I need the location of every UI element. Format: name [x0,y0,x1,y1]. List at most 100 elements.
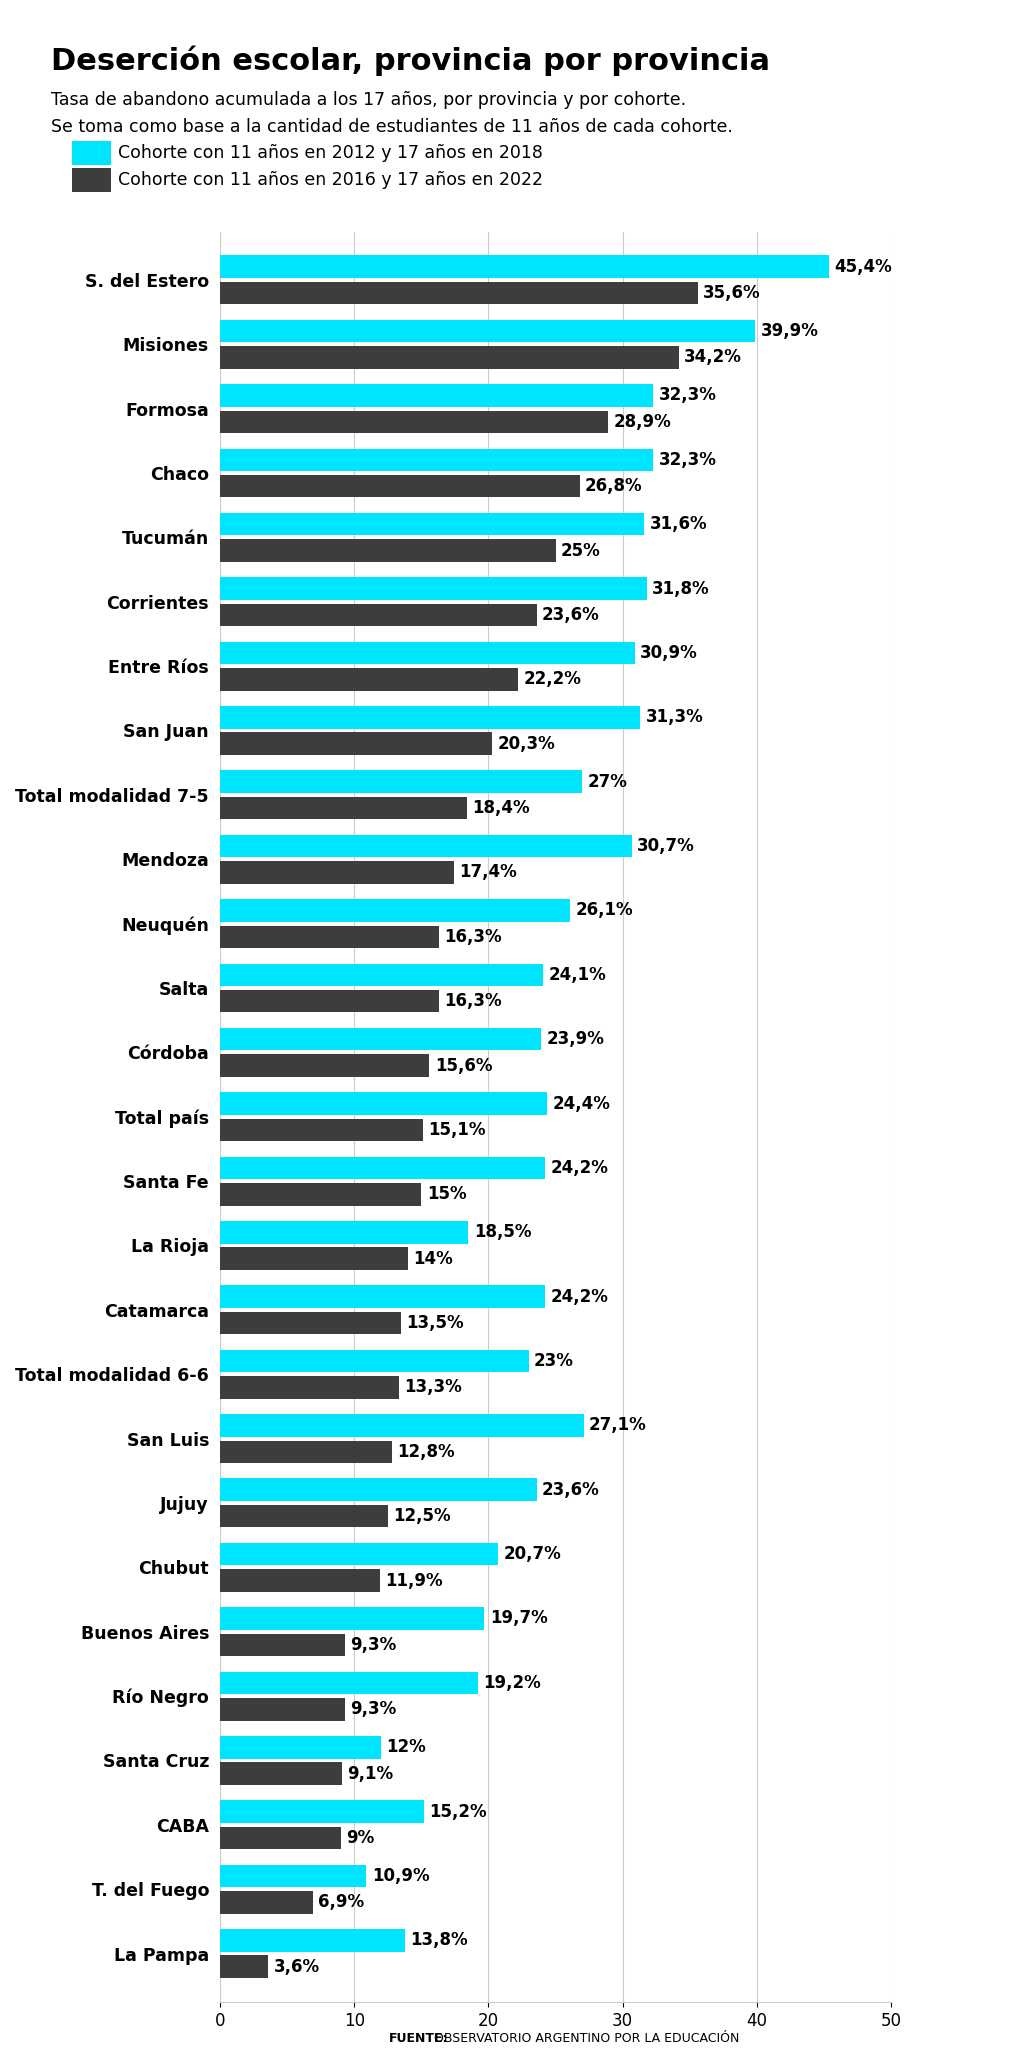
Text: 20,7%: 20,7% [503,1545,561,1563]
Text: 9,3%: 9,3% [350,1636,396,1654]
Bar [220,577,647,600]
Text: 14%: 14% [414,1249,453,1268]
Text: 9,1%: 9,1% [347,1764,393,1783]
Text: 45,4%: 45,4% [835,258,892,275]
Bar [220,796,467,819]
Text: 30,9%: 30,9% [640,643,697,662]
Text: 22,2%: 22,2% [523,670,582,689]
Bar [220,1220,468,1243]
Bar [220,1570,380,1592]
Bar [220,835,632,858]
Bar [220,1865,367,1888]
Text: 15,1%: 15,1% [428,1121,485,1139]
Bar [220,1092,548,1115]
Bar [220,1890,312,1913]
Text: Se toma como base a la cantidad de estudiantes de 11 años de cada cohorte.: Se toma como base a la cantidad de estud… [51,118,733,136]
Text: FUENTE:: FUENTE: [389,2033,449,2045]
Bar [220,1671,478,1694]
Bar [220,1028,541,1051]
Text: 26,8%: 26,8% [585,478,643,494]
Bar [220,732,493,755]
Text: 11,9%: 11,9% [385,1572,442,1590]
Text: 28,9%: 28,9% [613,414,671,430]
Bar [220,1762,342,1785]
Bar [220,385,653,407]
Bar [220,771,583,792]
Bar [220,1119,423,1142]
Bar [220,1311,401,1334]
Bar [220,860,454,883]
Text: 31,8%: 31,8% [652,579,710,598]
Text: 25%: 25% [561,542,601,560]
Text: 23,6%: 23,6% [542,1481,600,1499]
Bar [220,1735,381,1758]
Bar [220,1801,424,1822]
Text: 17,4%: 17,4% [459,864,517,881]
Bar [220,1055,429,1077]
Text: Tasa de abandono acumulada a los 17 años, por provincia y por cohorte.: Tasa de abandono acumulada a los 17 años… [51,91,686,110]
Text: 32,3%: 32,3% [658,451,717,469]
Text: 12,5%: 12,5% [393,1508,451,1524]
Text: 6,9%: 6,9% [318,1894,365,1911]
Bar [220,1479,537,1501]
Bar [220,1375,398,1398]
Text: 34,2%: 34,2% [684,349,742,366]
Bar [220,1698,345,1721]
Bar [220,668,518,691]
Bar [220,321,756,343]
Text: 13,5%: 13,5% [407,1313,464,1332]
Text: 24,2%: 24,2% [550,1288,608,1305]
Text: 13,8%: 13,8% [411,1932,468,1950]
Bar [220,412,608,432]
Bar [220,540,555,562]
Bar [220,964,544,986]
Text: 30,7%: 30,7% [637,838,695,854]
Text: 23%: 23% [535,1352,573,1369]
Text: 3,6%: 3,6% [273,1958,319,1975]
Text: Cohorte con 11 años en 2012 y 17 años en 2018: Cohorte con 11 años en 2012 y 17 años en… [118,145,543,161]
Text: 31,3%: 31,3% [645,709,703,726]
Text: 9,3%: 9,3% [350,1700,396,1719]
Bar [220,1350,528,1373]
Text: 20,3%: 20,3% [498,734,556,753]
Text: 23,6%: 23,6% [542,606,600,625]
Bar [220,991,439,1013]
Text: 12,8%: 12,8% [397,1443,455,1460]
Bar [220,476,580,498]
Bar [220,1956,268,1977]
Bar [220,256,829,277]
Text: 12%: 12% [386,1739,426,1756]
Text: 15,6%: 15,6% [435,1057,493,1075]
Text: 24,2%: 24,2% [550,1158,608,1177]
Text: 10,9%: 10,9% [372,1867,429,1884]
Text: 32,3%: 32,3% [658,387,717,405]
Text: 31,6%: 31,6% [649,515,707,534]
Bar [220,1634,345,1656]
Text: Cohorte con 11 años en 2016 y 17 años en 2022: Cohorte con 11 años en 2016 y 17 años en… [118,172,543,188]
Text: 27,1%: 27,1% [589,1417,647,1435]
Bar [220,1286,545,1307]
Bar [220,900,570,922]
Text: 16,3%: 16,3% [444,929,502,945]
Text: 35,6%: 35,6% [703,283,761,302]
Text: 15%: 15% [427,1185,466,1204]
Bar [220,1183,422,1206]
Text: Deserción escolar, provincia por provincia: Deserción escolar, provincia por provinc… [51,45,770,77]
Text: 9%: 9% [346,1828,375,1847]
Bar [220,1929,406,1952]
Bar [220,513,644,536]
Bar [220,1441,392,1462]
Bar [220,345,679,368]
Bar [220,604,537,627]
Text: 39,9%: 39,9% [761,323,818,339]
Bar [220,281,697,304]
Bar [220,1156,545,1179]
Bar [220,641,635,664]
Bar [220,705,640,728]
Bar [220,1826,341,1849]
Bar [220,1607,484,1630]
Bar [220,1415,584,1437]
Text: 23,9%: 23,9% [546,1030,604,1048]
Text: 15,2%: 15,2% [429,1803,487,1820]
Bar [220,1506,388,1528]
